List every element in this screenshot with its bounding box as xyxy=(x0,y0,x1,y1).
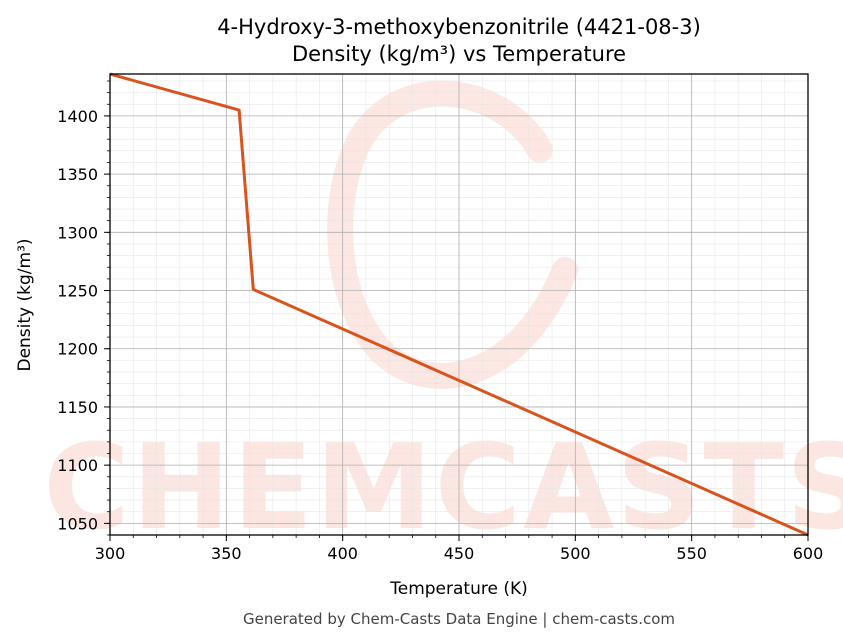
watermark-text: CHEMCASTS xyxy=(43,418,843,556)
x-tick-label: 400 xyxy=(327,544,358,563)
chart-title: 4-Hydroxy-3-methoxybenzonitrile (4421-08… xyxy=(217,15,701,39)
x-tick-label: 600 xyxy=(793,544,824,563)
y-tick-label: 1200 xyxy=(57,340,98,359)
data-series xyxy=(109,72,809,537)
chart-subtitle: Density (kg/m³) vs Temperature xyxy=(292,42,626,66)
x-tick-label: 350 xyxy=(211,544,242,563)
x-tick-label: 450 xyxy=(444,544,475,563)
y-tick-label: 1350 xyxy=(57,165,98,184)
y-tick-label: 1400 xyxy=(57,107,98,126)
x-tick-label: 550 xyxy=(676,544,707,563)
x-axis-label: Temperature (K) xyxy=(389,579,528,599)
density-line xyxy=(109,72,809,537)
watermark: CHEMCASTS xyxy=(43,80,843,556)
y-tick-label: 1150 xyxy=(57,398,98,417)
x-tick-label: 300 xyxy=(95,544,126,563)
y-tick-label: 1300 xyxy=(57,223,98,242)
x-tick-label: 500 xyxy=(560,544,591,563)
watermark-swirl xyxy=(327,80,578,389)
y-tick-label: 1050 xyxy=(57,514,98,533)
y-tick-label: 1100 xyxy=(57,456,98,475)
axis-ticks: 300 350 400 450 500 550 600 1050 1100 1150 1200 125… xyxy=(57,80,824,563)
footer-credit: Generated by Chem-Casts Data Engine | ch… xyxy=(243,610,675,628)
y-tick-label: 1250 xyxy=(57,282,98,301)
y-axis-label: Density (kg/m³) xyxy=(15,238,35,371)
